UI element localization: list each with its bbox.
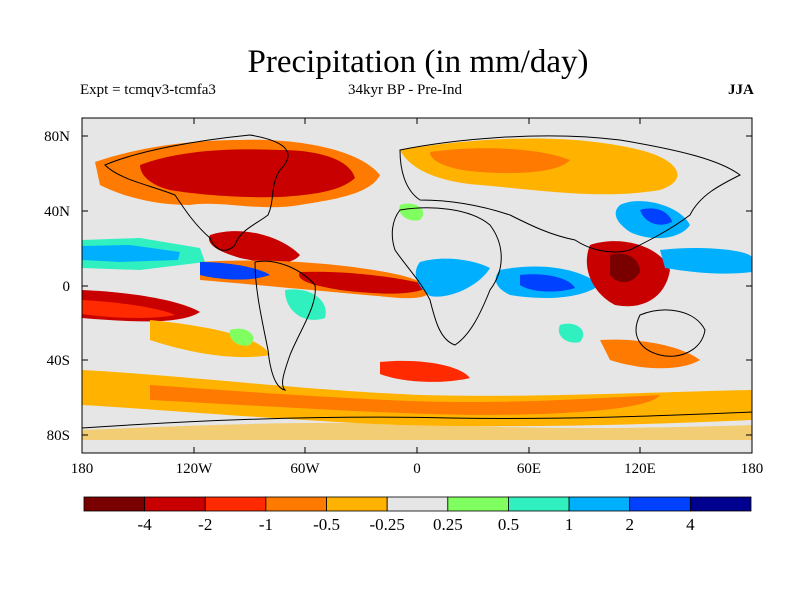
lon-label: 180 [741, 461, 764, 477]
lon-label: 180 [71, 461, 94, 477]
anomaly-patch [380, 360, 470, 382]
anomaly-patch [299, 271, 430, 294]
colorbar-swatch [689, 496, 752, 512]
anomaly-patch [140, 149, 355, 198]
colorbar-swatch [83, 496, 146, 512]
colorbar-label: -4 [138, 515, 153, 534]
anomaly-patch [82, 245, 180, 262]
experiment-label: Expt = tcmqv3-tcmfa3 [80, 82, 216, 98]
australia-outline [635, 309, 706, 357]
colorbar-swatch [265, 496, 327, 512]
colorbar-swatch [326, 496, 388, 512]
lon-label: 0 [413, 461, 421, 477]
anomaly-patch [600, 339, 700, 369]
colorbar-label: -1 [259, 515, 273, 534]
anomaly-patch [82, 370, 752, 427]
lat-tick-marks [82, 135, 752, 436]
colorbar-label: -0.25 [369, 515, 404, 534]
anomaly-patch [150, 320, 270, 358]
lon-label: 120E [624, 461, 656, 477]
south-america-outline [254, 260, 316, 391]
season-label: JJA [728, 82, 754, 98]
precip-anomaly-field [82, 138, 752, 440]
anomaly-patch [200, 262, 270, 280]
anomaly-patch [229, 328, 254, 346]
anomaly-patch [430, 148, 570, 174]
anomaly-patch [285, 289, 326, 320]
colorbar-swatch [629, 496, 691, 512]
colorbar-swatch [508, 496, 570, 512]
lon-label: 120W [176, 461, 214, 477]
coastlines [82, 134, 752, 429]
period-label: 34kyr BP - Pre-Ind [348, 82, 463, 98]
anomaly-patch [660, 247, 752, 274]
anomaly-patch [82, 300, 175, 318]
lon-label: 60W [290, 461, 320, 477]
map-title: Precipitation (in mm/day) [247, 44, 589, 80]
lon-tick-marks [193, 118, 641, 453]
lat-label: 40N [44, 204, 70, 220]
colorbar-label: 1 [565, 515, 574, 534]
antarctica-outline [82, 411, 752, 429]
colorbar-label: 0.25 [433, 515, 463, 534]
colorbar-label: -2 [198, 515, 212, 534]
colorbar-label: -0.5 [313, 515, 340, 534]
anomaly-patch [82, 422, 752, 440]
eurasia-outline [399, 135, 741, 253]
colorbar-swatch [568, 496, 631, 512]
lon-label: 60E [517, 461, 541, 477]
anomaly-patch [640, 208, 672, 225]
colorbar-swatch [204, 496, 267, 512]
anomaly-patch [558, 323, 584, 343]
anomaly-patch [209, 231, 300, 263]
lon-tick-labels: 180 120W 60W 0 60E 120E 180 [71, 461, 764, 477]
colorbar-label: 4 [686, 515, 695, 534]
lat-label: 80S [47, 428, 70, 444]
colorbar-label: 0.5 [498, 515, 519, 534]
lat-label: 40S [47, 353, 70, 369]
north-america-outline [104, 134, 289, 251]
colorbar-swatch [144, 496, 206, 512]
colorbar-swatch [386, 496, 449, 512]
anomaly-patch [415, 258, 490, 297]
colorbar-swatch [447, 496, 509, 512]
lat-label: 80N [44, 129, 70, 145]
lat-label: 0 [63, 279, 71, 295]
anomaly-patch [610, 253, 640, 283]
lat-tick-labels: 80N 40N 0 40S 80S [44, 129, 70, 444]
anomaly-patch [520, 274, 575, 292]
anomaly-patch [150, 385, 660, 415]
colorbar: -4 -2 -1 -0.5 -0.25 0.25 0.5 1 2 4 [83, 496, 752, 534]
colorbar-label: 2 [625, 515, 634, 534]
africa-outline [391, 207, 502, 346]
